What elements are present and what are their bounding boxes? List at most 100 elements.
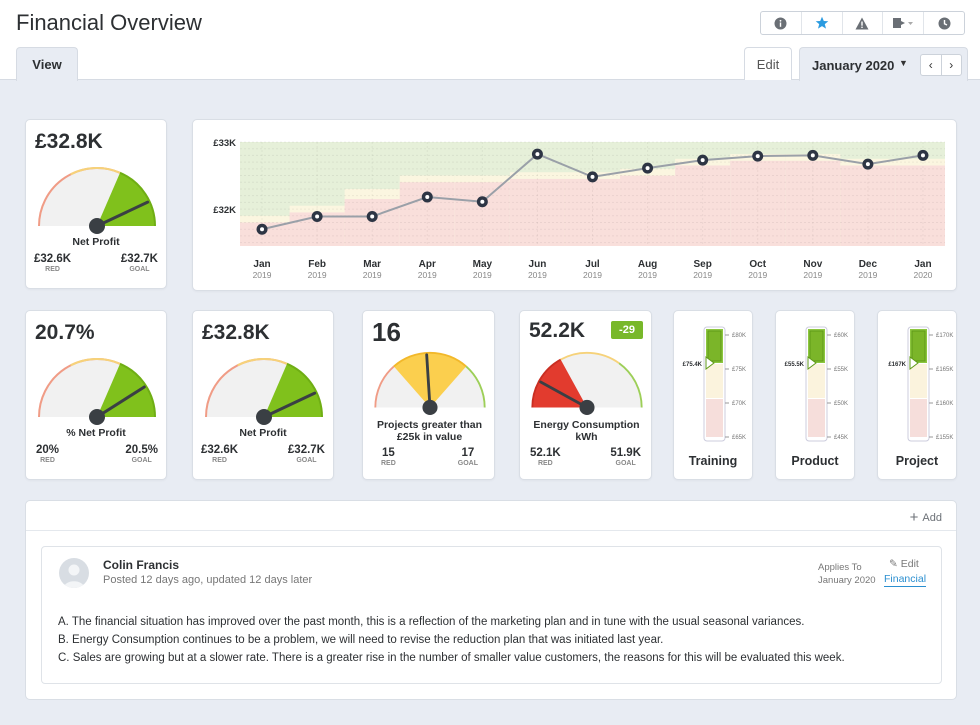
profit-trend-card[interactable]: £32K £33K Jan 2019 Feb 2019 Mar 2019 Apr 2019 May 2… [192, 119, 957, 291]
red-band [240, 222, 290, 246]
comment-body: A. The financial situation has improved … [58, 613, 845, 667]
kpi-card-net-profit[interactable]: £32.8K Net Profit £32.6K RED £32.7K GOAL [25, 119, 167, 289]
thermometer-title: Product [791, 454, 839, 468]
kpi-value: £32.8K [202, 321, 270, 344]
red-threshold: 52.1K RED [530, 447, 561, 467]
gauge-rim-amber [70, 358, 121, 367]
goal-value: 51.9K [610, 447, 641, 459]
thermo-red-band [808, 399, 825, 437]
star-icon[interactable] [802, 12, 843, 34]
red-band [895, 165, 945, 246]
export-icon[interactable] [883, 12, 925, 34]
gauge-label: % Net Profit [66, 427, 126, 439]
applies-to-label: Applies To [818, 562, 862, 573]
prev-period-button[interactable]: ‹ [921, 55, 942, 75]
tab-view[interactable]: View [16, 47, 78, 81]
kpi-card-projects[interactable]: 16 Projects greater than £25k in value 1… [362, 310, 495, 480]
kpi-card-energy[interactable]: 52.2K -29 Energy Consumption kWh 52.1K RE… [519, 310, 652, 480]
thermo-amber-band [706, 364, 723, 398]
next-period-button[interactable]: › [949, 58, 954, 72]
thermometer-card-training[interactable]: £75.4K £80K £75K £70K £65K Training [673, 310, 753, 480]
thermometer-card-project[interactable]: £167K £170K £165K £160K £155K Project [877, 310, 957, 480]
goal-threshold: £32.7K GOAL [288, 444, 325, 464]
x-tick-month: Oct [749, 259, 766, 270]
goal-threshold: £32.7K GOAL [121, 253, 158, 273]
gauge-chart [531, 351, 643, 415]
profit-trend-chart: £32K£33KJan2019Feb2019Mar2019Apr2019May2… [213, 138, 945, 280]
data-point-center [370, 214, 375, 219]
kpi-card-net-profit-2[interactable]: £32.8K Net Profit £32.6K RED £32.7K GOAL [192, 310, 334, 480]
data-point-center [315, 214, 320, 219]
data-point-center [755, 154, 760, 159]
clock-icon[interactable] [924, 12, 964, 34]
gauge-goal-zone [264, 363, 322, 417]
kpi-card-pct-net-profit[interactable]: 20.7% % Net Profit 20% RED 20.5% GOAL [25, 310, 167, 480]
period-label[interactable]: January 2020 [812, 58, 895, 73]
gauge-rim-amber [393, 351, 467, 368]
edit-comment-button[interactable]: ✎ Edit [889, 558, 919, 570]
red-band [509, 178, 565, 246]
gauge-rim-red [531, 358, 562, 408]
warning-icon[interactable] [843, 12, 884, 34]
pencil-icon: ✎ [889, 558, 898, 570]
x-tick-year: 2019 [473, 270, 492, 280]
goal-threshold: 51.9K GOAL [610, 447, 641, 467]
comment-timestamp: Posted 12 days ago, updated 12 days late… [103, 574, 313, 586]
red-band [564, 178, 621, 246]
edit-button[interactable]: Edit [744, 47, 792, 80]
goal-label: GOAL [129, 266, 150, 273]
data-point-center [700, 158, 705, 163]
x-tick-year: 2019 [583, 270, 602, 280]
red-value: 52.1K [530, 447, 561, 459]
financial-link[interactable]: Financial [884, 573, 927, 587]
gauge-rim-green [119, 362, 156, 418]
gauge-goal-zone [97, 363, 155, 417]
data-point-center [810, 153, 815, 158]
plus-icon: + [909, 509, 919, 526]
tick-label: £160K [936, 401, 953, 407]
thermometer-card-product[interactable]: £55.5K £60K £55K £50K £45K Product [775, 310, 855, 480]
data-point-center [535, 152, 540, 157]
thermo-fill [707, 330, 722, 362]
x-tick-year: 2019 [638, 270, 657, 280]
data-point-center [260, 227, 265, 232]
thermo-amber-band [910, 364, 927, 398]
tick-label: £165K [936, 367, 953, 373]
red-value: £32.6K [201, 444, 239, 456]
gauge-chart [38, 167, 156, 234]
add-comment-button[interactable]: + Add [910, 509, 942, 526]
gauge-chart [205, 358, 323, 425]
kpi-value: 16 [372, 317, 401, 347]
goal-threshold: 17 GOAL [458, 447, 478, 467]
gauge-rim-green [119, 171, 156, 227]
goal-threshold: 20.5% GOAL [125, 444, 158, 464]
red-label: RED [537, 460, 553, 467]
gauge-hub [422, 399, 438, 415]
gauge-rim-green [618, 362, 643, 408]
red-label: RED [45, 266, 60, 273]
data-point-center [480, 199, 485, 204]
thermo-red-band [910, 399, 927, 437]
period-selector[interactable]: January 2020 ▼ ‹ › [799, 47, 968, 81]
kpi-value: 20.7% [35, 321, 95, 344]
red-band [454, 182, 510, 246]
goal-label: GOAL [296, 457, 317, 464]
add-label: Add [922, 512, 942, 524]
thermometer-title: Project [895, 454, 939, 468]
caret-down-icon[interactable]: ▼ [899, 58, 908, 68]
red-band [730, 160, 786, 246]
info-icon[interactable] [761, 12, 802, 34]
thermo-red-band [706, 399, 723, 437]
kpi-value: £32.8K [35, 130, 103, 153]
comment-card: Colin Francis Posted 12 days ago, update… [41, 546, 942, 684]
x-tick-month: Nov [803, 259, 822, 270]
y-tick-label: £33K [213, 138, 236, 149]
kpi-value: 52.2K [529, 319, 586, 342]
x-tick-month: Aug [638, 259, 657, 270]
toolbar [760, 11, 965, 35]
marker-value: £167K [888, 362, 906, 368]
gauge-chart [38, 358, 156, 425]
x-tick-month: Feb [308, 259, 326, 270]
gauge-needle [95, 200, 150, 228]
gauge-needle [262, 391, 317, 419]
